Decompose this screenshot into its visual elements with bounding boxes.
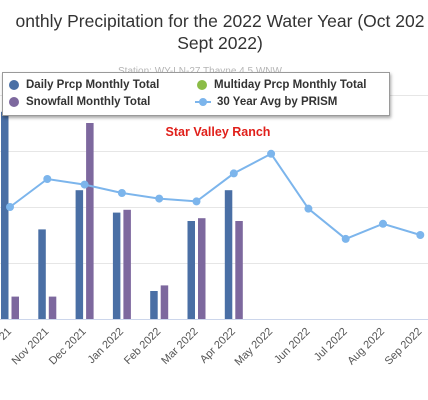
- point-30yr-avg: [379, 219, 387, 228]
- point-30yr-avg: [416, 231, 425, 239]
- station-label: Star Valley Ranch: [166, 125, 271, 139]
- bar-snowfall: [235, 221, 243, 319]
- chart-legend: Daily Prcp Monthly Total Multiday Prcp M…: [2, 72, 390, 116]
- x-tick-label: Jul 2022: [312, 326, 350, 364]
- point-30yr-avg: [6, 203, 14, 211]
- chart-title: onthly Precipitation for the 2022 Water …: [0, 10, 428, 54]
- chart-subtitle: Station: WY-LN-27 Thayne 4.5 WNW: [118, 66, 282, 77]
- point-30yr-avg: [155, 194, 164, 203]
- legend-swatch-snowfall: [9, 97, 19, 107]
- bar-daily-prcp: [75, 190, 84, 319]
- legend-label-snowfall: Snowfall Monthly Total: [26, 96, 151, 108]
- bar-daily-prcp: [112, 212, 121, 319]
- legend-swatch-multiday: [197, 80, 207, 90]
- bar-daily-prcp: [38, 229, 46, 319]
- line-30yr-avg: [9, 152, 421, 241]
- point-30yr-avg: [229, 169, 238, 178]
- point-30yr-avg: [304, 204, 313, 213]
- legend-swatch-daily: [9, 80, 19, 90]
- bar-daily-prcp: [150, 291, 158, 319]
- x-tick-label: Jun 2022: [272, 326, 312, 366]
- legend-item-daily[interactable]: Daily Prcp Monthly Total: [9, 79, 159, 91]
- point-30yr-avg: [80, 180, 89, 189]
- legend-item-avg[interactable]: 30 Year Avg by PRISM: [195, 96, 337, 108]
- legend-item-multiday[interactable]: Multiday Prcp Monthly Total: [197, 79, 366, 91]
- chart-title-line2: Sept 2022): [177, 33, 263, 53]
- legend-label-avg: 30 Year Avg by PRISM: [217, 96, 338, 108]
- bar-snowfall: [11, 296, 19, 319]
- x-tick-label: Mar 2022: [159, 326, 200, 367]
- legend-label-daily: Daily Prcp Monthly Total: [26, 79, 160, 91]
- bar-daily-prcp: [187, 221, 195, 319]
- x-tick-label: Jan 2022: [86, 326, 126, 366]
- bar-snowfall: [160, 285, 169, 319]
- bar-snowfall: [198, 218, 206, 319]
- x-tick-label: Nov 2021: [10, 326, 52, 368]
- x-tick-label: Aug 2022: [345, 326, 387, 368]
- bar-snowfall: [86, 123, 94, 319]
- bar-daily-prcp: [224, 190, 233, 319]
- bar-snowfall: [48, 296, 57, 319]
- x-tick-label: Feb 2022: [122, 326, 163, 367]
- point-30yr-avg: [267, 149, 276, 158]
- point-30yr-avg: [117, 189, 126, 197]
- point-30yr-avg: [43, 175, 52, 183]
- x-tick-label: Dec 2021: [47, 326, 89, 368]
- legend-swatch-avg: [195, 97, 211, 107]
- bar-daily-prcp: [1, 111, 9, 319]
- legend-item-snowfall[interactable]: Snowfall Monthly Total: [9, 96, 150, 108]
- x-tick-label: 21: [0, 326, 14, 343]
- bar-snowfall: [123, 209, 131, 319]
- point-30yr-avg: [192, 197, 201, 206]
- x-tick-label: May 2022: [233, 326, 276, 369]
- x-tick-label: Sep 2022: [383, 326, 425, 368]
- chart-title-line1: onthly Precipitation for the 2022 Water …: [15, 11, 425, 31]
- legend-label-multiday: Multiday Prcp Monthly Total: [214, 79, 367, 91]
- point-30yr-avg: [341, 234, 350, 243]
